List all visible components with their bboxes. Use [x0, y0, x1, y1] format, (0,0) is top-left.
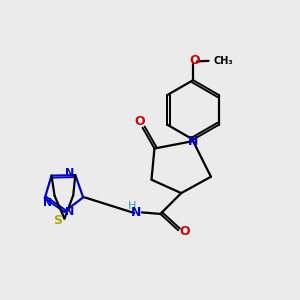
Text: N: N	[65, 168, 75, 178]
Text: O: O	[134, 115, 145, 128]
Text: O: O	[189, 54, 200, 67]
Text: O: O	[179, 225, 190, 238]
Text: S: S	[53, 214, 62, 226]
Text: N: N	[65, 207, 74, 217]
Text: CH₃: CH₃	[214, 56, 233, 66]
Text: N: N	[131, 206, 141, 219]
Text: N: N	[43, 198, 52, 208]
Text: N: N	[188, 135, 198, 148]
Text: H: H	[128, 201, 136, 211]
